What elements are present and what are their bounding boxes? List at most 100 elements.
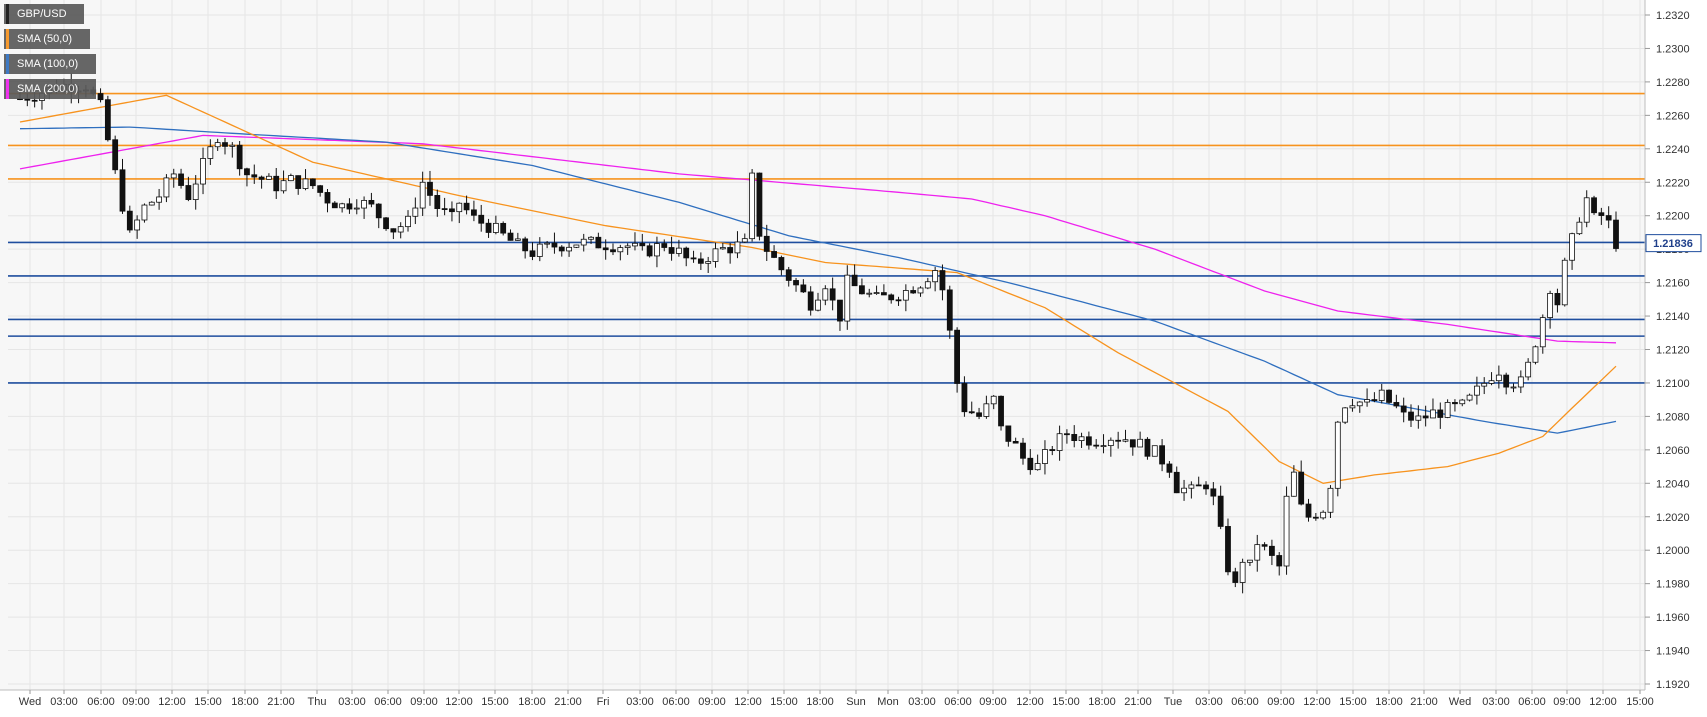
candle-body <box>449 208 455 213</box>
candle <box>1503 372 1510 395</box>
candle <box>961 376 968 417</box>
candle <box>1298 460 1305 506</box>
candle-body <box>932 270 939 283</box>
candle-body <box>507 232 514 241</box>
candle-body <box>1232 571 1239 583</box>
candle-body <box>1393 402 1400 407</box>
candle <box>1276 552 1283 576</box>
candle <box>368 192 375 208</box>
candle-body <box>1298 471 1305 505</box>
candle-body <box>1247 559 1253 563</box>
candle <box>456 202 463 224</box>
x-tick-label: 21:00 <box>1124 696 1152 708</box>
candle <box>1466 393 1473 402</box>
candle-body <box>1144 438 1151 457</box>
x-tick-label: 12:00 <box>445 696 473 708</box>
candle-body <box>1334 421 1341 489</box>
candle <box>1137 431 1144 448</box>
candle-body <box>1364 399 1370 403</box>
candle <box>427 170 433 206</box>
candle <box>990 395 997 410</box>
candle <box>697 252 704 270</box>
candle-body <box>749 172 756 240</box>
candle <box>383 217 389 231</box>
candle-body <box>1312 516 1319 519</box>
candle-body <box>1181 487 1187 494</box>
candle <box>1613 211 1619 252</box>
candle <box>236 141 243 176</box>
candle <box>544 240 551 249</box>
y-tick-label: 1.2300 <box>1656 43 1690 55</box>
candle-body <box>295 175 302 189</box>
candle <box>1020 437 1026 465</box>
legend-swatch-sma50 <box>6 29 9 49</box>
y-tick-label: 1.2140 <box>1656 311 1690 323</box>
sma-200-line <box>19 134 1617 344</box>
candle <box>610 243 616 256</box>
candle-body <box>654 243 660 257</box>
candle-body <box>544 242 551 245</box>
candle <box>302 169 309 191</box>
candle-body <box>1005 425 1012 442</box>
candle-body <box>368 199 375 205</box>
candle-body <box>185 185 192 200</box>
candle <box>1342 407 1349 425</box>
candle <box>1327 485 1334 518</box>
candle <box>888 293 895 304</box>
candle <box>749 169 756 242</box>
candle-body <box>822 288 829 301</box>
y-tick-label: 1.1960 <box>1656 612 1690 624</box>
candle-body <box>1591 197 1597 214</box>
candle <box>1247 559 1253 567</box>
y-tick-label: 1.1980 <box>1656 579 1690 591</box>
candle <box>1422 405 1429 427</box>
candle-body <box>617 247 624 253</box>
candle-body <box>1561 259 1568 306</box>
candle <box>910 286 917 294</box>
candle <box>683 246 690 267</box>
candle-body <box>514 238 521 241</box>
candle <box>485 218 492 238</box>
candle-body <box>1466 394 1473 401</box>
candle <box>654 236 660 268</box>
candle <box>756 172 763 241</box>
candle-body <box>880 292 887 296</box>
candle-body <box>427 181 433 196</box>
candle <box>873 285 880 295</box>
candle <box>1554 288 1561 313</box>
candle-body <box>492 222 499 233</box>
x-tick-label: 18:00 <box>518 696 546 708</box>
candle <box>1027 449 1034 475</box>
candle-body <box>1020 442 1026 459</box>
candle <box>331 201 338 209</box>
candle <box>705 256 712 274</box>
legend-label-sma100: SMA (100,0) <box>17 58 79 70</box>
candle <box>148 201 155 206</box>
candle <box>727 243 734 264</box>
candle-body <box>463 202 470 211</box>
candle-body <box>346 203 353 210</box>
candle-body <box>946 289 953 331</box>
candle <box>1115 431 1122 449</box>
y-tick-label: 1.2020 <box>1656 512 1690 524</box>
candle-body <box>397 226 404 233</box>
candle-body <box>1225 526 1231 573</box>
candle <box>1539 314 1546 354</box>
candle <box>375 203 382 229</box>
candle <box>529 242 536 261</box>
candle-body <box>1078 436 1085 442</box>
last-price-marker: 1.21836 <box>1645 234 1702 253</box>
candle-body <box>317 185 324 193</box>
sma-50-line <box>19 94 1617 484</box>
candle <box>214 138 221 151</box>
candle <box>968 401 975 415</box>
candle <box>1049 445 1056 456</box>
candle <box>222 137 228 155</box>
candle-body <box>1386 389 1392 403</box>
candle <box>492 215 499 235</box>
candle <box>339 202 346 213</box>
candle <box>463 195 470 215</box>
candle-body <box>485 222 492 233</box>
candle-body <box>990 395 997 405</box>
